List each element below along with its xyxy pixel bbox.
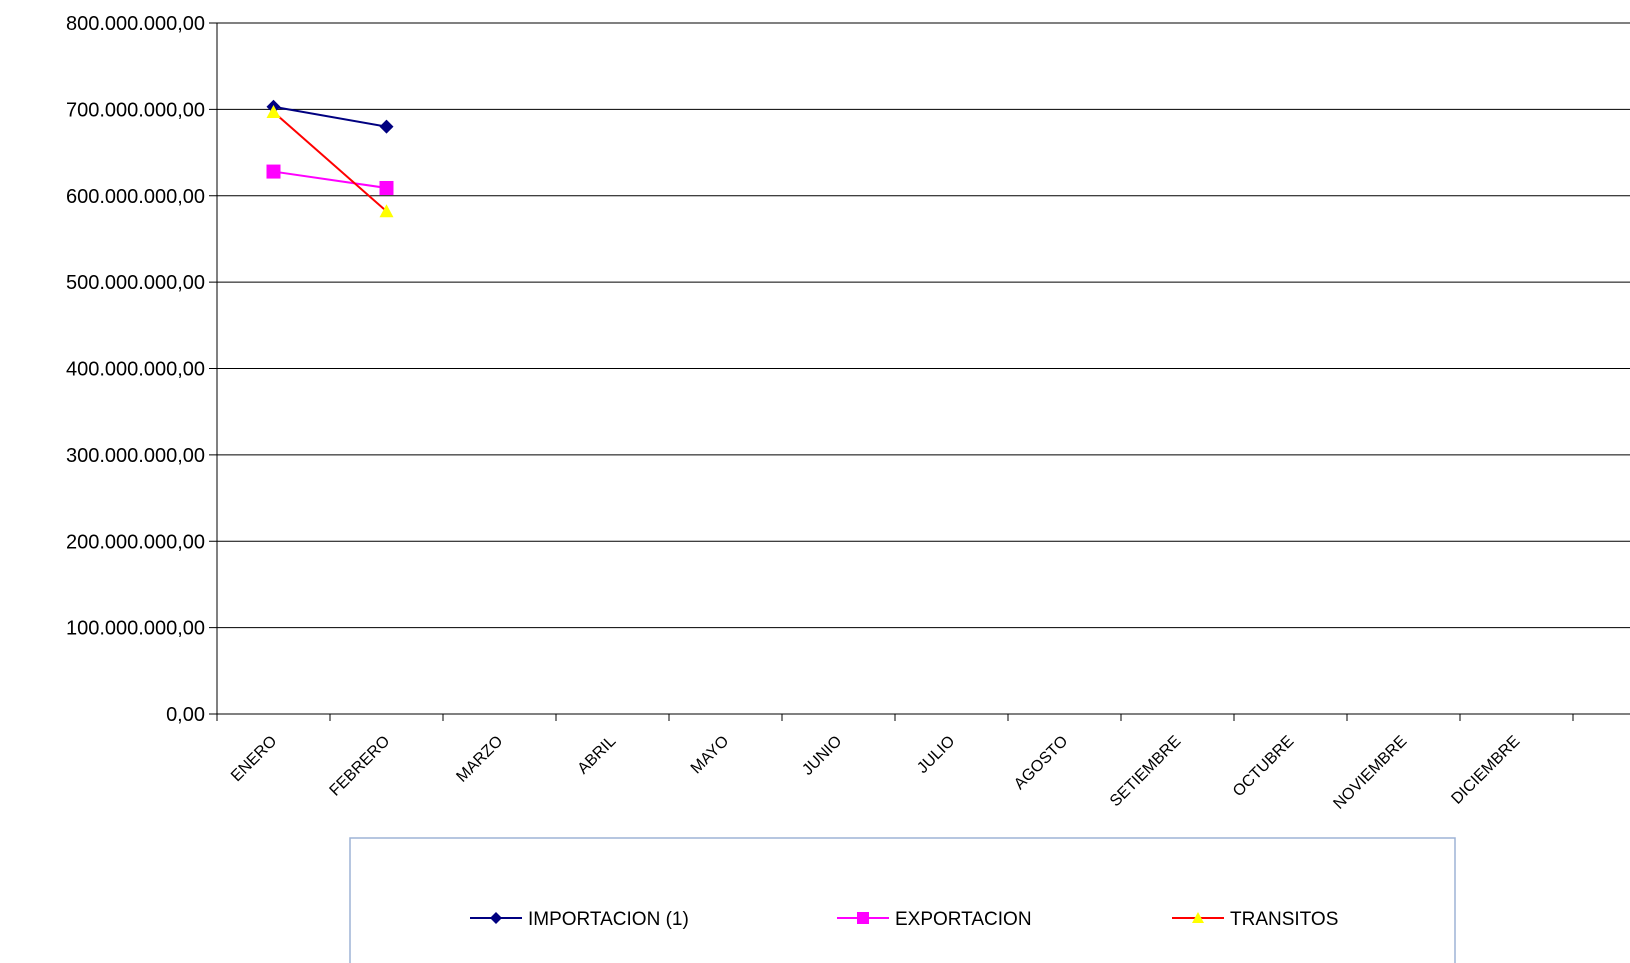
- series-layer: [266, 99, 394, 218]
- x-tick-label: AGOSTO: [1011, 733, 1071, 793]
- data-point-marker: [490, 912, 502, 924]
- x-tick-label: JUNIO: [799, 733, 845, 779]
- y-axis-ticks: 0,00 100.000.000,00 200.000.000,00 300.000.…: [66, 13, 217, 726]
- y-tick-label: 100.000.000,00: [66, 618, 205, 640]
- series-group: [266, 99, 394, 134]
- data-point-marker: [857, 912, 869, 924]
- y-tick-label: 400.000.000,00: [66, 359, 205, 381]
- series-line: [272, 111, 388, 213]
- legend-item: EXPORTACION: [837, 909, 1032, 930]
- x-tick-label: DICIEMBRE: [1448, 733, 1523, 808]
- series-group: [266, 164, 394, 195]
- gridlines: [217, 22, 1630, 629]
- legend-label: IMPORTACION (1): [528, 909, 689, 930]
- data-point-marker: [1192, 912, 1204, 923]
- data-point-marker: [379, 119, 394, 134]
- x-tick-label: ENERO: [228, 733, 280, 785]
- legend-label: EXPORTACION: [895, 909, 1032, 930]
- y-tick-label: 0,00: [166, 704, 205, 726]
- data-point-marker: [266, 104, 281, 118]
- legend: IMPORTACION (1) EXPORTACION TRANSITOS: [349, 837, 1456, 963]
- legend-item: TRANSITOS: [1172, 909, 1338, 930]
- legend-label: TRANSITOS: [1230, 909, 1338, 930]
- y-tick-label: 800.000.000,00: [66, 13, 205, 35]
- y-tick-label: 300.000.000,00: [66, 445, 205, 467]
- y-tick-label: 700.000.000,00: [66, 99, 205, 121]
- x-axis-ticks: ENERO FEBRERO MARZO ABRIL MAYO JUNIO JULIO AGOS…: [216, 714, 1574, 813]
- y-tick-label: 500.000.000,00: [66, 272, 205, 294]
- x-tick-label: ABRIL: [575, 733, 620, 778]
- series-line: [273, 170, 387, 189]
- legend-item: IMPORTACION (1): [470, 909, 689, 930]
- data-point-marker: [379, 180, 394, 195]
- x-tick-label: MAYO: [688, 733, 733, 778]
- x-tick-label: OCTUBRE: [1230, 733, 1297, 800]
- x-tick-label: SETIEMBRE: [1107, 733, 1184, 810]
- x-tick-label: NOVIEMBRE: [1330, 733, 1410, 813]
- x-tick-label: MARZO: [453, 733, 506, 786]
- y-tick-label: 200.000.000,00: [66, 531, 205, 553]
- series-line: [273, 105, 387, 128]
- legend-box: [349, 837, 1456, 963]
- data-point-marker: [379, 204, 394, 218]
- series-group: [266, 104, 394, 218]
- x-tick-label: JULIO: [914, 733, 958, 777]
- data-point-marker: [266, 164, 281, 179]
- y-tick-label: 600.000.000,00: [66, 186, 205, 208]
- x-tick-label: FEBRERO: [327, 733, 394, 800]
